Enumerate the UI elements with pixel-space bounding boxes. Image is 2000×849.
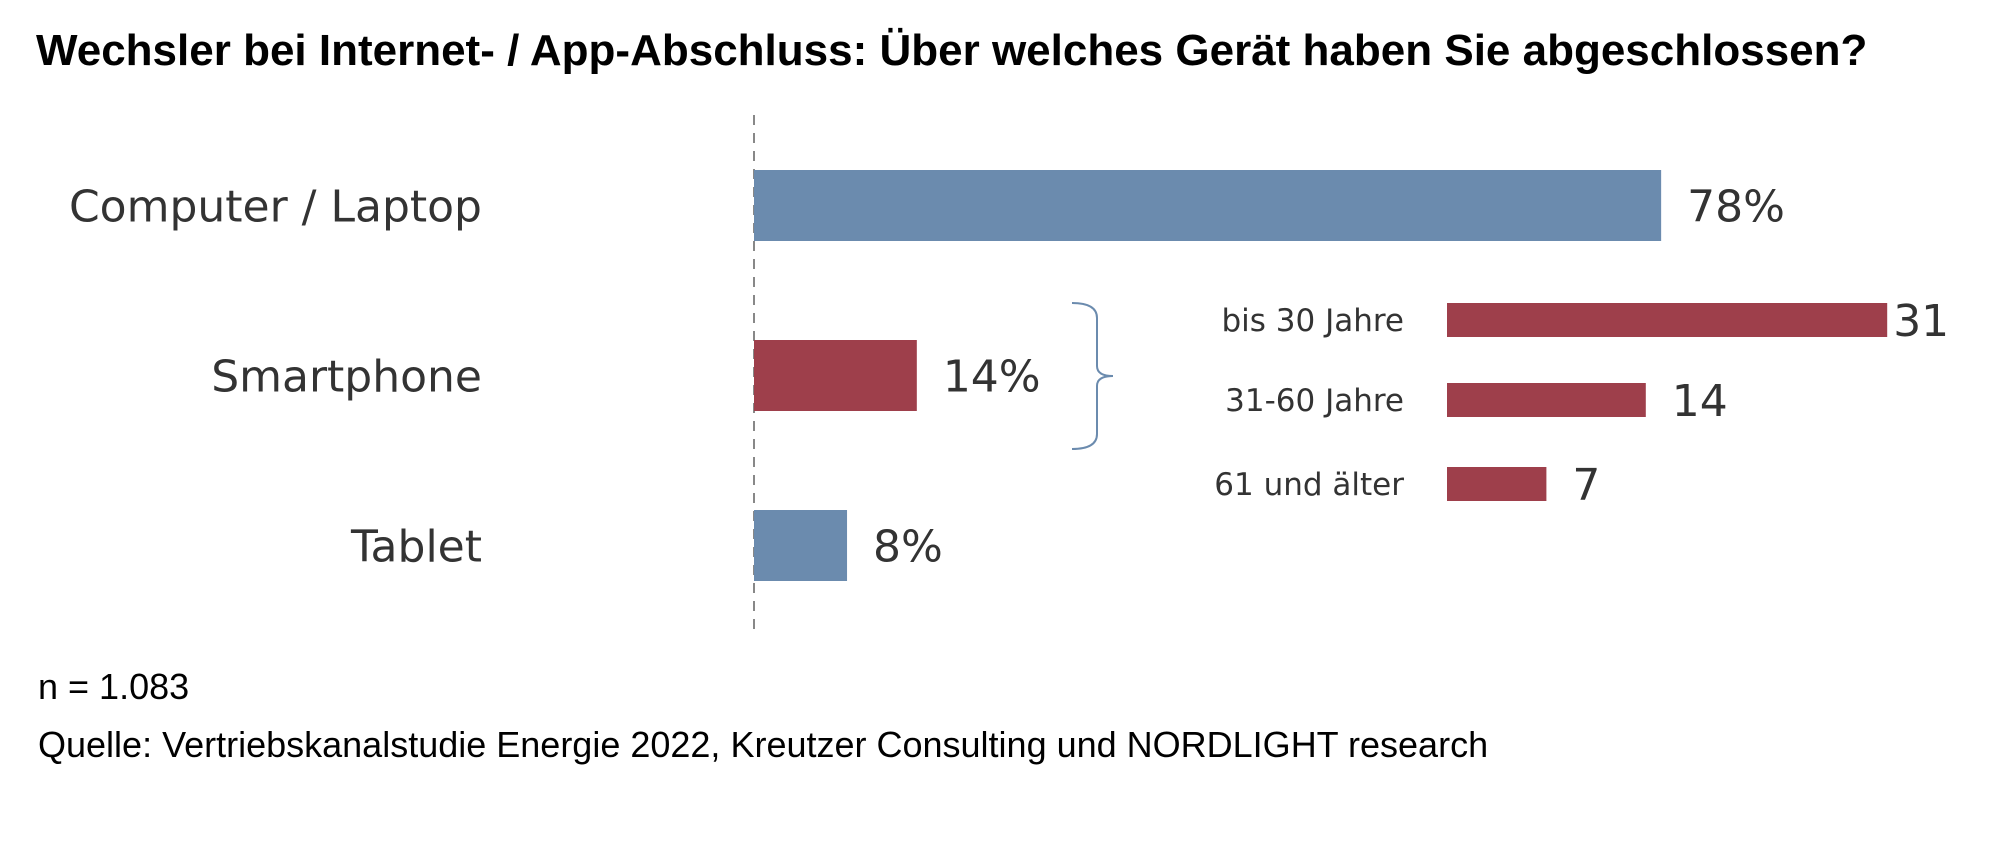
source-note: Quelle: Vertriebskanalstudie Energie 202…	[38, 724, 1489, 765]
bar	[754, 170, 1662, 241]
sample-size: n = 1.083	[38, 666, 190, 707]
age-data-label: 7	[1572, 460, 1600, 511]
age-data-label: 14	[1672, 376, 1728, 427]
bar	[754, 340, 917, 411]
bar	[754, 510, 848, 581]
chart-title: Wechsler bei Internet- / App-Abschluss: …	[36, 26, 1868, 75]
age-data-label: 31	[1893, 296, 1949, 347]
data-label: 8%	[873, 522, 943, 573]
age-bar	[1447, 467, 1547, 501]
brace-icon	[1071, 302, 1114, 450]
data-label: 78%	[1687, 182, 1785, 233]
age-group-label: 61 und älter	[1214, 467, 1404, 503]
age-group-label: bis 30 Jahre	[1221, 303, 1404, 339]
age-group-label: 31-60 Jahre	[1225, 383, 1404, 419]
category-label: Smartphone	[211, 352, 482, 403]
category-label: Computer / Laptop	[69, 182, 482, 233]
category-label: Tablet	[350, 522, 482, 573]
age-bar	[1447, 383, 1646, 417]
data-label: 14%	[943, 352, 1041, 403]
age-bar	[1447, 303, 1888, 337]
